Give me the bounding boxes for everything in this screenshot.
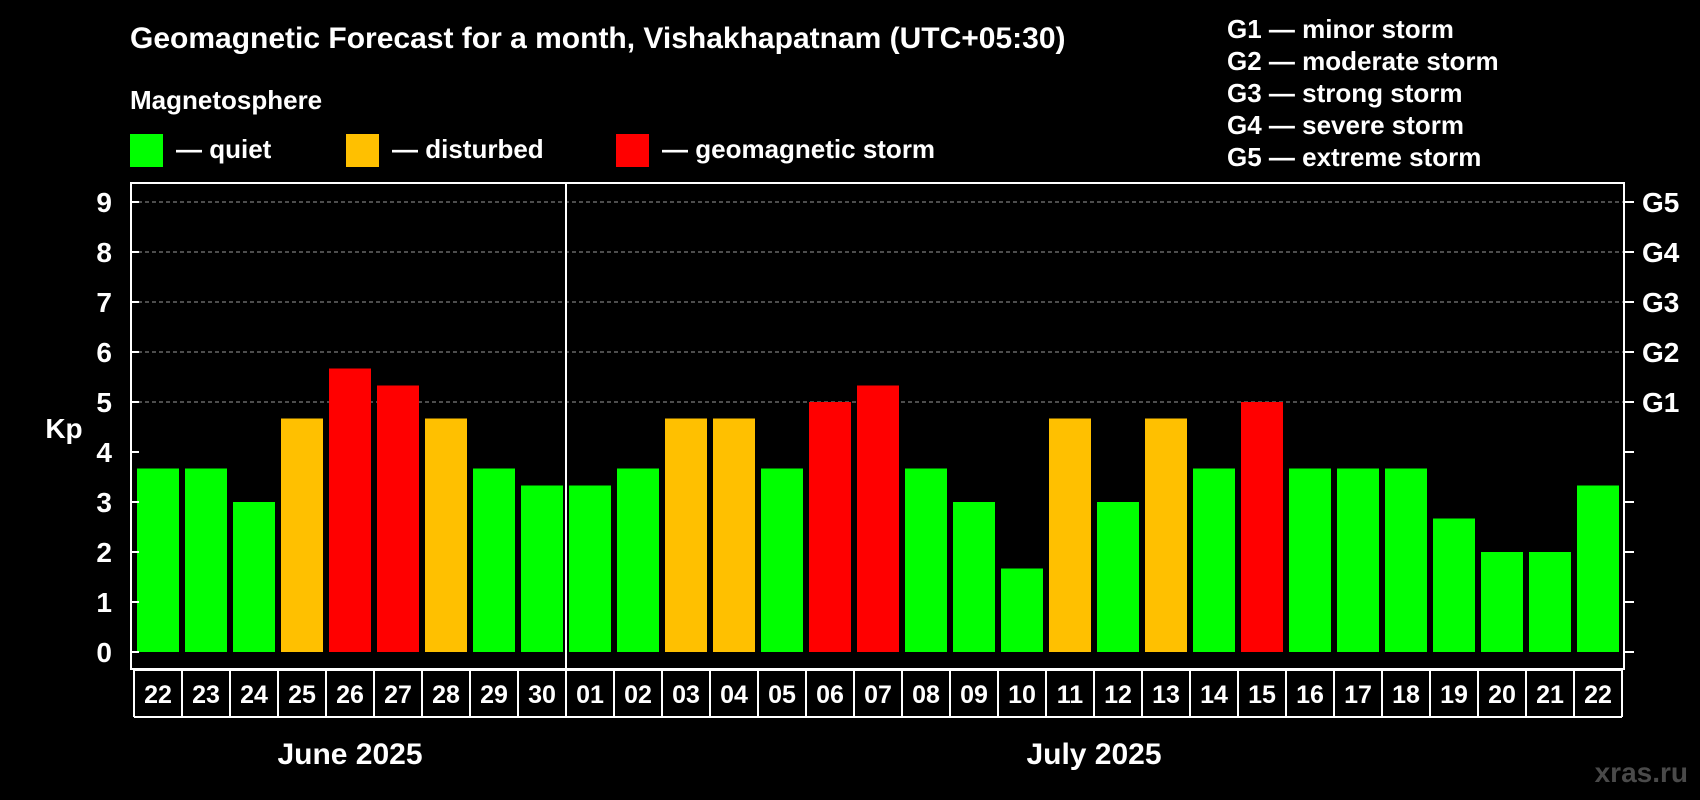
bar (1049, 418, 1091, 652)
day-label: 14 (1200, 681, 1228, 709)
day-label: 19 (1440, 681, 1468, 709)
bar (1577, 485, 1619, 652)
legend-label-quiet: — quiet (176, 134, 272, 164)
y-tick-label: 0 (96, 637, 112, 668)
y-tick-label: 6 (96, 337, 112, 368)
bar (617, 468, 659, 652)
y-tick-label: 7 (96, 287, 112, 318)
legend-label-storm: — geomagnetic storm (662, 134, 935, 164)
day-label: 05 (768, 681, 796, 709)
bar (1001, 568, 1043, 652)
bar (1529, 552, 1571, 652)
day-label: 07 (864, 681, 892, 709)
bar (281, 418, 323, 652)
day-label: 20 (1488, 681, 1516, 709)
day-label: 01 (576, 681, 604, 709)
bar (233, 502, 275, 652)
day-label: 02 (624, 681, 652, 709)
bar (329, 368, 371, 652)
y-tick-label: 8 (96, 237, 112, 268)
month-label: June 2025 (277, 738, 422, 771)
bar (137, 468, 179, 652)
day-label: 09 (960, 681, 988, 709)
bar (1337, 468, 1379, 652)
bar (953, 502, 995, 652)
legend-swatch-quiet (130, 134, 163, 167)
day-label: 06 (816, 681, 844, 709)
day-label: 25 (288, 681, 316, 709)
y-tick-label: 4 (96, 437, 112, 468)
bar (1097, 502, 1139, 652)
day-label: 12 (1104, 681, 1132, 709)
g-scale-g5: G5 — extreme storm (1227, 142, 1481, 172)
g-scale-g4: G4 — severe storm (1227, 110, 1464, 140)
watermark: xras.ru (1595, 757, 1688, 788)
y-tick-label: 3 (96, 487, 112, 518)
month-label: July 2025 (1026, 738, 1161, 771)
bar (857, 385, 899, 652)
bar (569, 485, 611, 652)
day-label: 17 (1344, 681, 1372, 709)
y-tick-label: 1 (96, 587, 112, 618)
day-label: 21 (1536, 681, 1564, 709)
bar (713, 418, 755, 652)
bar (425, 418, 467, 652)
bar (1385, 468, 1427, 652)
day-label: 10 (1008, 681, 1036, 709)
legend-title: Magnetosphere (130, 85, 322, 115)
bar (377, 385, 419, 652)
day-label: 27 (384, 681, 412, 709)
bar (521, 485, 563, 652)
day-label: 04 (720, 681, 748, 709)
day-label: 15 (1248, 681, 1276, 709)
day-label: 16 (1296, 681, 1324, 709)
legend-swatch-disturbed (346, 134, 379, 167)
g-level-label: G1 (1642, 387, 1679, 418)
day-label: 18 (1392, 681, 1420, 709)
g-level-label: G4 (1642, 237, 1680, 268)
legend-label-disturbed: — disturbed (392, 134, 544, 164)
day-label: 22 (144, 681, 172, 709)
bar (185, 468, 227, 652)
bar (1241, 402, 1283, 652)
y-tick-label: 9 (96, 187, 112, 218)
y-tick-label: 5 (96, 387, 112, 418)
g-scale-g2: G2 — moderate storm (1227, 46, 1499, 76)
chart-title: Geomagnetic Forecast for a month, Vishak… (130, 22, 1066, 55)
bar (1193, 468, 1235, 652)
day-label: 08 (912, 681, 940, 709)
g-scale-g1: G1 — minor storm (1227, 14, 1454, 44)
bar (473, 468, 515, 652)
day-label: 11 (1057, 681, 1084, 709)
g-level-label: G2 (1642, 337, 1679, 368)
day-label: 30 (528, 681, 556, 709)
y-axis-label: Kp (45, 413, 82, 444)
bar (1481, 552, 1523, 652)
g-scale-g3: G3 — strong storm (1227, 78, 1462, 108)
bar (905, 468, 947, 652)
day-label: 22 (1584, 681, 1612, 709)
bar (761, 468, 803, 652)
day-label: 13 (1152, 681, 1180, 709)
bar (809, 402, 851, 652)
day-label: 29 (480, 681, 508, 709)
day-label: 23 (192, 681, 220, 709)
day-label: 26 (336, 681, 364, 709)
bar (1289, 468, 1331, 652)
bar (1433, 518, 1475, 652)
bar (665, 418, 707, 652)
g-level-label: G5 (1642, 187, 1679, 218)
y-tick-label: 2 (96, 537, 112, 568)
day-label: 03 (672, 681, 700, 709)
day-label: 24 (240, 681, 268, 709)
g-level-label: G3 (1642, 287, 1679, 318)
day-label: 28 (432, 681, 460, 709)
legend-swatch-storm (616, 134, 649, 167)
bar (1145, 418, 1187, 652)
